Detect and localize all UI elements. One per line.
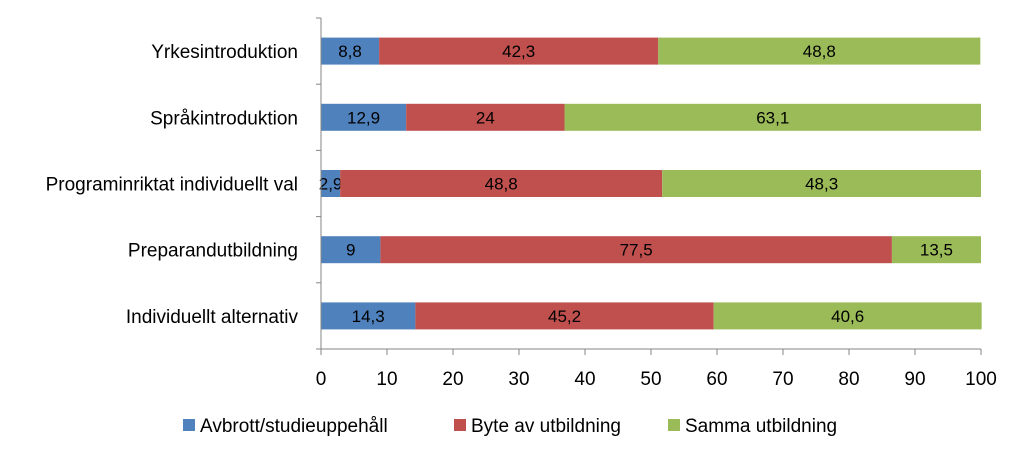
legend-label-samma-utbildning: Samma utbildning <box>685 416 837 437</box>
bar-byte-av-utbildning-yrkesintroduktion <box>379 37 659 65</box>
category-label-preparandutbildning: Preparandutbildning <box>128 241 298 262</box>
x-tick-label-40: 40 <box>574 369 595 390</box>
x-axis: 0 10 20 30 40 50 60 70 80 90 100 <box>316 17 997 390</box>
category-label-sprakintroduktion: Språkintroduktion <box>150 108 298 129</box>
bar-samma-utbildning-yrkesintroduktion <box>658 37 981 65</box>
x-tick-label-10: 10 <box>376 369 397 390</box>
category-label-programinriktat-individuellt-val: Programinriktat individuellt val <box>46 175 298 196</box>
legend: Avbrott/studieuppehåll Byte av utbildning… <box>183 416 837 437</box>
bar-avbrott-studieuppehall-preparandutbildning <box>321 236 381 264</box>
bars-layer: 8,8 42,3 48,8 12,9 24 63,1 2,9 48,8 48,3 9 77,5 13,… <box>319 37 982 330</box>
data-label-samma-utbildning-preparandutbildning: 13,5 <box>920 241 953 260</box>
legend-swatch-avbrott-studieuppehall <box>183 419 195 431</box>
x-tick-label-70: 70 <box>772 369 793 390</box>
data-label-avbrott-studieuppehall-yrkesintroduktion: 8,8 <box>338 42 362 61</box>
x-tick-label-80: 80 <box>838 369 859 390</box>
legend-label-byte-av-utbildning: Byte av utbildning <box>471 416 621 437</box>
data-label-byte-av-utbildning-individuellt-alternativ: 45,2 <box>548 307 581 326</box>
category-labels: Yrkesintroduktion Språkintroduktion Progra… <box>46 42 299 328</box>
category-label-individuellt-alternativ: Individuellt alternativ <box>126 307 299 328</box>
x-tick-label-60: 60 <box>706 369 727 390</box>
x-tick-label-90: 90 <box>904 369 925 390</box>
bar-avbrott-studieuppehall-programinriktat-individuellt-val <box>321 170 341 197</box>
data-label-samma-utbildning-programinriktat-individuellt-val: 48,3 <box>805 175 838 194</box>
data-label-samma-utbildning-individuellt-alternativ: 40,6 <box>831 307 864 326</box>
data-label-avbrott-studieuppehall-sprakintroduktion: 12,9 <box>347 108 380 127</box>
data-label-byte-av-utbildning-preparandutbildning: 77,5 <box>620 241 653 260</box>
legend-label-avbrott-studieuppehall: Avbrott/studieuppehåll <box>200 416 388 437</box>
bar-byte-av-utbildning-programinriktat-individuellt-val <box>340 170 663 197</box>
data-label-avbrott-studieuppehall-programinriktat-individuellt-val: 2,9 <box>319 175 343 194</box>
data-label-avbrott-studieuppehall-individuellt-alternativ: 14,3 <box>352 307 385 326</box>
bar-samma-utbildning-individuellt-alternativ <box>713 302 982 330</box>
bar-samma-utbildning-programinriktat-individuellt-val <box>662 170 981 197</box>
data-label-avbrott-studieuppehall-preparandutbildning: 9 <box>346 241 355 260</box>
category-label-yrkesintroduktion: Yrkesintroduktion <box>151 42 298 63</box>
bar-byte-av-utbildning-sprakintroduktion <box>406 103 565 131</box>
x-tick-label-50: 50 <box>640 369 661 390</box>
x-tick-label-20: 20 <box>442 369 463 390</box>
data-label-samma-utbildning-sprakintroduktion: 63,1 <box>756 108 789 127</box>
data-label-byte-av-utbildning-programinriktat-individuellt-val: 48,8 <box>485 175 518 194</box>
legend-swatch-byte-av-utbildning <box>454 419 466 431</box>
x-tick-label-0: 0 <box>316 369 327 390</box>
bar-avbrott-studieuppehall-individuellt-alternativ <box>321 302 416 330</box>
bar-byte-av-utbildning-preparandutbildning <box>380 236 892 264</box>
data-label-byte-av-utbildning-yrkesintroduktion: 42,3 <box>502 42 535 61</box>
data-label-byte-av-utbildning-sprakintroduktion: 24 <box>476 108 495 127</box>
legend-swatch-samma-utbildning <box>668 419 680 431</box>
x-tick-label-30: 30 <box>508 369 529 390</box>
bar-avbrott-studieuppehall-sprakintroduktion <box>321 103 407 131</box>
bar-byte-av-utbildning-individuellt-alternativ <box>415 302 714 330</box>
x-tick-label-100: 100 <box>965 369 997 390</box>
bar-avbrott-studieuppehall-yrkesintroduktion <box>321 37 380 65</box>
bar-samma-utbildning-preparandutbildning <box>891 236 981 264</box>
data-label-samma-utbildning-yrkesintroduktion: 48,8 <box>803 42 836 61</box>
bar-samma-utbildning-sprakintroduktion <box>564 103 981 131</box>
